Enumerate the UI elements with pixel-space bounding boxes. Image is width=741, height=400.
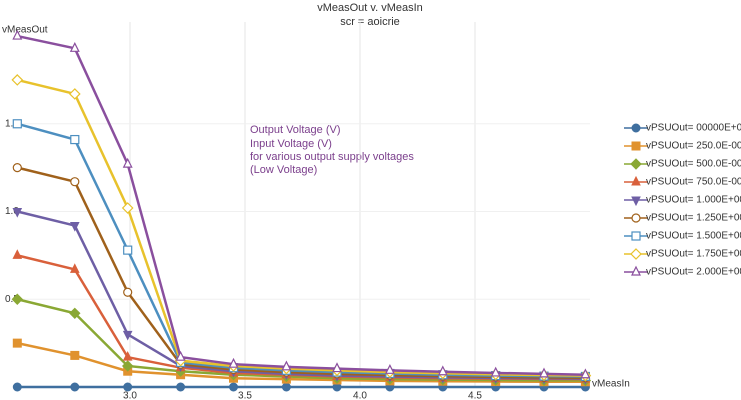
data-point	[121, 360, 134, 372]
x-tick-label: 4.5	[468, 391, 482, 400]
series	[12, 163, 591, 383]
data-point	[70, 350, 80, 360]
data-point	[176, 382, 186, 392]
data-point	[123, 287, 133, 297]
data-point	[69, 307, 81, 320]
data-point	[68, 88, 81, 100]
legend-symbol	[631, 123, 641, 133]
data-point	[122, 157, 133, 168]
legend-item: vPSUOut= 1.250E+000	[624, 213, 741, 224]
data-point	[12, 119, 22, 129]
x-axis-label: vMeasIn	[592, 379, 630, 390]
data-point	[281, 360, 292, 371]
annotation: Output Voltage (V) Input Voltage (V) for…	[250, 124, 414, 176]
data-point	[12, 338, 22, 348]
legend-label: vPSUOut= 00000E+000	[646, 123, 741, 134]
legend-label: vPSUOut= 2.000E+000	[646, 267, 741, 278]
legend-symbol	[630, 248, 642, 260]
chart-title: vMeasOut v. vMeasIn	[317, 2, 423, 14]
legend-symbol	[631, 196, 641, 207]
legend-symbol	[631, 265, 641, 276]
legend-label: vPSUOut= 1.000E+000	[646, 195, 741, 206]
data-point	[228, 357, 239, 368]
data-point	[69, 41, 80, 52]
legend-symbol	[630, 158, 642, 170]
legend-label: vPSUOut= 1.500E+000	[646, 231, 741, 242]
x-tick-label: 3.0	[123, 391, 137, 400]
series-line	[17, 210, 586, 380]
data-point	[12, 249, 23, 259]
annotation-line: (Low Voltage)	[250, 164, 317, 176]
legend-symbol	[631, 141, 641, 151]
data-point	[70, 134, 80, 145]
legend-item: vPSUOut= 1.500E+000	[624, 231, 741, 242]
series	[12, 382, 590, 392]
data-point	[69, 222, 80, 232]
legend-item: vPSUOut= 250.0E-003	[624, 141, 741, 152]
data-point	[539, 367, 549, 378]
data-point	[229, 382, 238, 392]
data-point	[70, 177, 80, 187]
legend-item: vPSUOut= 00000E+000	[624, 123, 741, 134]
series-line	[17, 78, 586, 377]
data-point	[332, 362, 342, 373]
y-tick-label: 1.5	[5, 118, 19, 129]
data-point	[384, 363, 395, 374]
data-point	[123, 245, 133, 255]
data-point	[70, 382, 80, 392]
data-point	[122, 351, 133, 361]
x-tick-label: 3.5	[238, 391, 252, 400]
x-tick-label: 4.0	[353, 391, 367, 400]
legend-item: vPSUOut= 1.000E+000	[624, 195, 741, 207]
y-axis-label: vMeasOut	[2, 25, 48, 36]
series-line	[17, 298, 586, 382]
annotation-line: Input Voltage (V)	[250, 138, 332, 150]
series-line	[17, 254, 586, 381]
data-point	[580, 368, 591, 379]
legend-symbol	[631, 231, 641, 241]
data-point	[12, 29, 23, 40]
data-point	[69, 263, 80, 273]
legend-item: vPSUOut= 750.0E-003	[624, 175, 741, 188]
series-line	[17, 341, 586, 383]
series	[12, 29, 591, 379]
legend-label: vPSUOut= 1.250E+000	[646, 213, 741, 224]
legend-label: vPSUOut= 250.0E-003	[646, 141, 741, 152]
data-point	[11, 74, 24, 86]
chart-subtitle: scr = aoicrie	[340, 16, 400, 28]
data-point	[121, 202, 134, 214]
legend-item: vPSUOut= 500.0E-003	[624, 158, 741, 170]
series-line	[17, 34, 586, 376]
legend-label: vPSUOut= 750.0E-003	[646, 177, 741, 188]
data-point	[11, 293, 24, 305]
series	[11, 74, 592, 382]
data-point	[12, 382, 22, 392]
legend-item: vPSUOut= 1.750E+000	[624, 248, 741, 260]
data-point	[437, 365, 448, 376]
legend-symbol	[631, 175, 641, 186]
data-point	[281, 382, 291, 392]
data-point	[175, 350, 186, 361]
data-point	[123, 382, 133, 392]
legend-item: vPSUOut= 2.000E+000	[624, 265, 741, 278]
data-point	[490, 366, 501, 377]
data-point	[12, 208, 23, 218]
data-point	[122, 330, 133, 341]
y-tick-label: 1.0	[5, 206, 19, 217]
annotation-line: Output Voltage (V)	[250, 124, 341, 136]
legend-label: vPSUOut= 500.0E-003	[646, 159, 741, 170]
legend-symbol	[631, 213, 641, 223]
annotation-line: for various output supply voltages	[250, 151, 414, 163]
legend-label: vPSUOut= 1.750E+000	[646, 249, 741, 260]
data-point	[12, 163, 22, 173]
